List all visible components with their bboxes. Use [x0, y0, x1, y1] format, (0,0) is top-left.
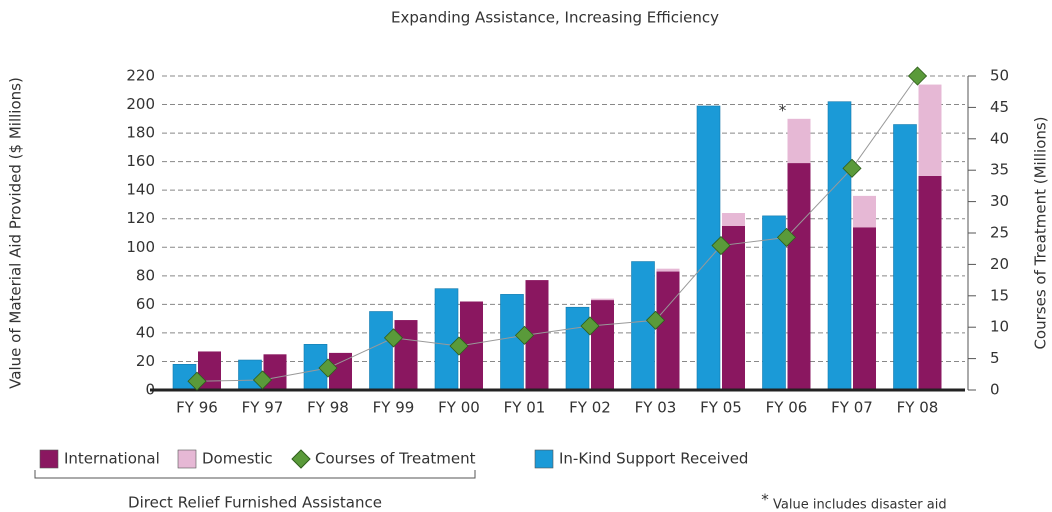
bar: [394, 320, 418, 390]
y-tick-label: 220: [126, 67, 155, 85]
marker: [187, 371, 207, 391]
marker: [318, 358, 338, 378]
marker: [383, 328, 404, 348]
y-tick-label: 140: [126, 181, 155, 199]
legend-swatch: [39, 449, 59, 469]
y-axis-label: Value of Material Aid Provided ($ Millio…: [7, 77, 25, 389]
y2-tick-label: 15: [990, 286, 1009, 304]
bar: [853, 195, 876, 228]
bar: [631, 261, 655, 391]
y2-tick-label: 35: [990, 161, 1009, 179]
y2-tick-label: 40: [990, 129, 1009, 147]
y2-tick-label: 25: [990, 224, 1009, 242]
x-tick-label: FY 99: [373, 399, 415, 417]
bar: [525, 280, 549, 390]
x-tick-label: FY 06: [766, 399, 808, 417]
bar: [656, 268, 680, 272]
bar: [787, 163, 811, 390]
x-tick-label: FY 96: [176, 399, 218, 417]
x-tick-label: FY 02: [569, 399, 611, 417]
legend-swatch: [534, 449, 554, 469]
y2-tick-label: 50: [990, 67, 1009, 85]
bar: [329, 352, 352, 390]
bar: [565, 306, 590, 391]
bar: [722, 213, 745, 226]
x-tick-label: FY 97: [242, 399, 284, 417]
bar: [460, 301, 483, 390]
legend-label: In-Kind Support Received: [559, 450, 748, 468]
marker: [842, 158, 862, 178]
marker: [907, 66, 928, 86]
y-tick-label: 40: [136, 323, 155, 341]
x-tick-label: FY 98: [307, 399, 349, 417]
x-tick-label: FY 08: [897, 399, 939, 417]
marker: [580, 316, 600, 336]
y2-axis-label: Courses of Treatment (Millions): [1032, 116, 1050, 349]
legend-label: Courses of Treatment: [315, 450, 476, 468]
legend-bracket: [34, 470, 476, 479]
bar: [591, 300, 614, 390]
chart-title: Expanding Assistance, Increasing Efficie…: [391, 9, 719, 27]
y-tick-label: 160: [126, 152, 155, 170]
marker: [645, 310, 666, 330]
y-tick-label: 80: [136, 266, 155, 284]
legend-label: International: [64, 450, 160, 468]
bar: [853, 227, 876, 390]
y2-tick-label: 20: [990, 255, 1009, 273]
bar: [656, 271, 680, 390]
line: [196, 75, 918, 382]
y-tick-label: 100: [126, 238, 155, 256]
annotation: *: [779, 101, 787, 119]
y2-tick-label: 30: [990, 192, 1009, 210]
legend-label: Domestic: [202, 450, 273, 468]
bar: [918, 175, 942, 390]
y2-tick-label: 45: [990, 98, 1009, 116]
marker: [449, 336, 469, 356]
y-tick-label: 120: [126, 209, 155, 227]
bar: [434, 288, 459, 391]
marker: [776, 227, 797, 247]
bar: [827, 101, 852, 391]
footnote-marker: *: [761, 491, 769, 509]
y2-tick-label: 5: [990, 349, 1000, 367]
x-tick-label: FY 01: [504, 399, 546, 417]
x-tick-label: FY 03: [635, 399, 677, 417]
y-tick-label: 20: [136, 352, 155, 370]
bar: [918, 84, 942, 176]
legend-swatch: [177, 449, 197, 469]
bar: [369, 311, 393, 391]
marker: [514, 325, 535, 345]
marker: [252, 370, 273, 390]
footnote: Value includes disaster aid: [773, 498, 947, 512]
legend-marker: [291, 449, 311, 469]
bar: [787, 118, 811, 164]
y-tick-label: 180: [126, 124, 155, 142]
y-tick-label: 60: [136, 295, 155, 313]
y-tick-label: 200: [126, 95, 155, 113]
bar: [722, 225, 745, 390]
legend-group-label: Direct Relief Furnished Assistance: [128, 494, 382, 512]
x-tick-label: FY 05: [700, 399, 742, 417]
y2-tick-label: 0: [990, 381, 1000, 399]
marker: [711, 235, 731, 256]
x-tick-label: FY 07: [831, 399, 873, 417]
bar: [500, 294, 524, 391]
y2-tick-label: 10: [990, 318, 1009, 336]
bar: [591, 298, 614, 301]
x-tick-label: FY 00: [438, 399, 480, 417]
bar: [893, 124, 917, 391]
